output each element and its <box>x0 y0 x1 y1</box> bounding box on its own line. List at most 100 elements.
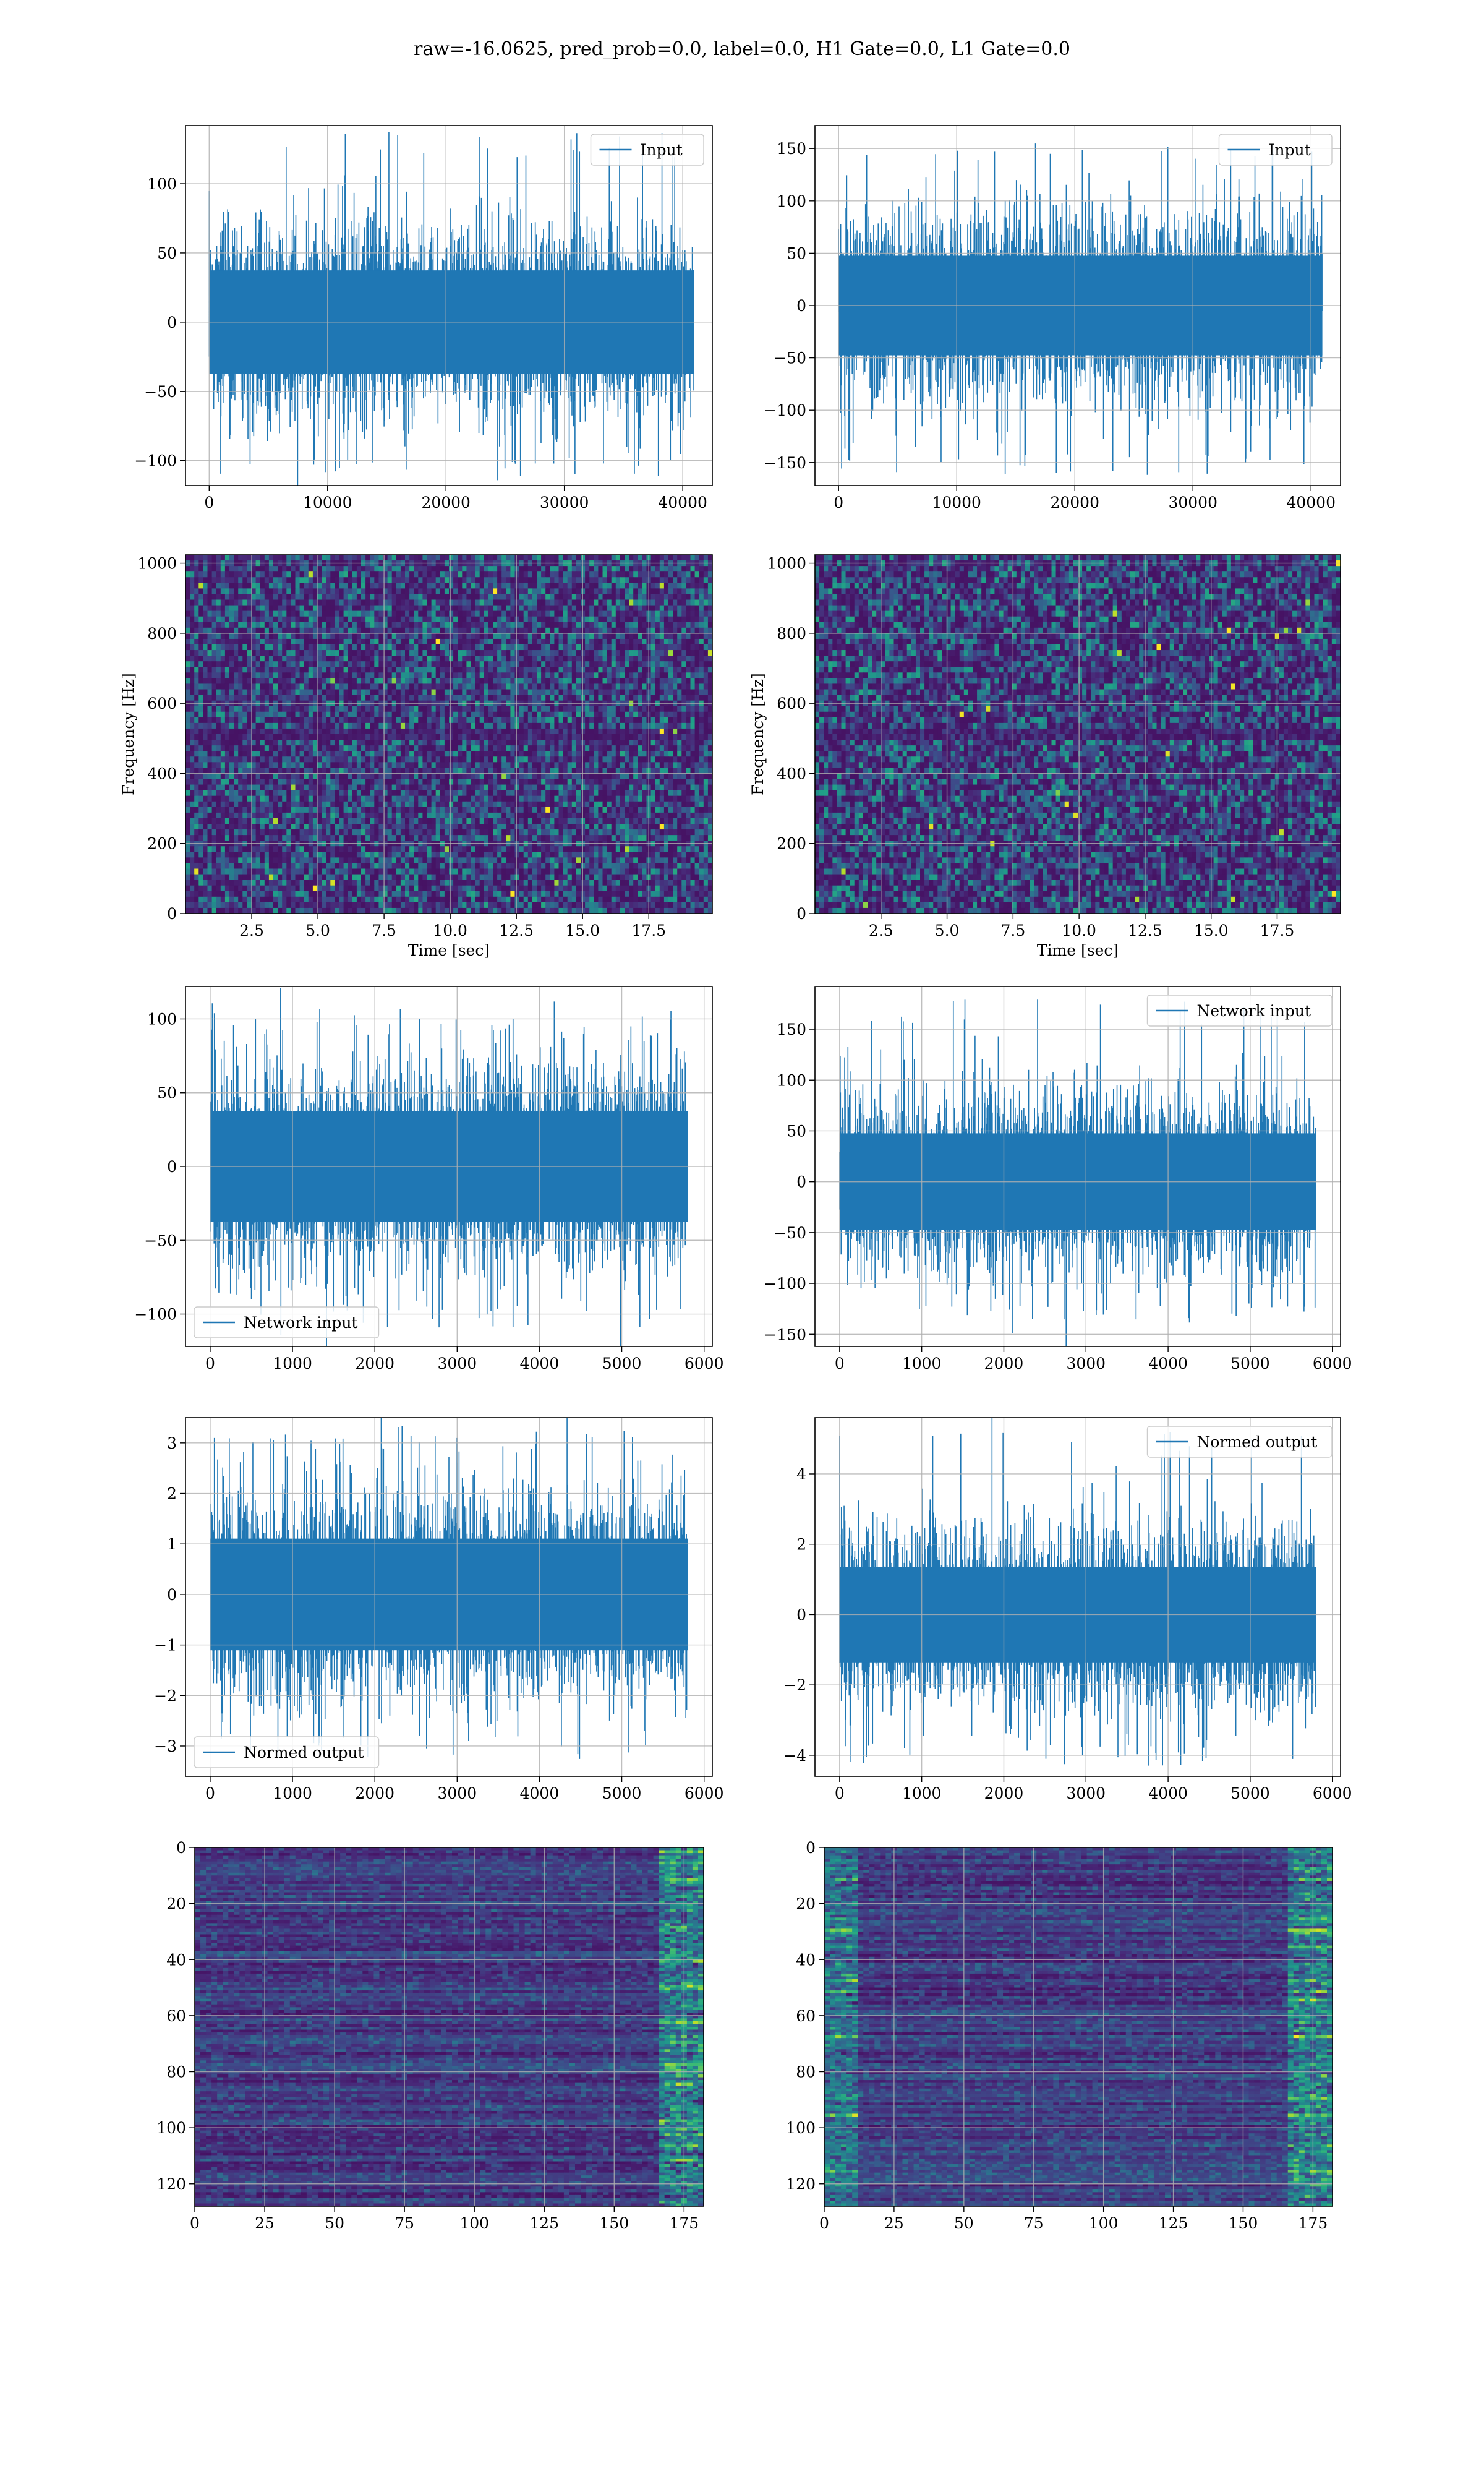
gridlines <box>815 1418 1341 1776</box>
legend: Network input <box>1146 995 1333 1027</box>
y-tick-label: 3 <box>167 1434 177 1452</box>
x-tick-label: 175 <box>669 2214 699 2232</box>
heatmap-cells <box>824 1847 1333 2206</box>
legend-box <box>1146 1426 1333 1458</box>
axes-frame <box>824 1847 1333 2207</box>
legend-label: Network input <box>244 1314 357 1332</box>
x-tick-label: 5000 <box>1230 1784 1270 1802</box>
legend: Normed output <box>1146 1426 1333 1458</box>
x-tick-label: 0 <box>204 494 214 511</box>
subplot-p7: 0 1000 2000 3000 4000 5000 6000 −4 −2 0 2 4 Normed o… <box>783 1417 1352 1802</box>
y-tick-label: 50 <box>157 1084 177 1102</box>
subplot-p1: 0 10000 20000 30000 40000 −150 −100 −50 0 50 100 15… <box>764 125 1341 511</box>
x-tick-label: 5.0 <box>305 922 330 940</box>
y-tick-label: 120 <box>156 2175 186 2193</box>
y-tick-label: 0 <box>796 1606 806 1624</box>
axes-frame <box>185 554 713 914</box>
x-tick-label: 5000 <box>1230 1355 1270 1372</box>
x-tick-label: 6000 <box>684 1355 724 1372</box>
y-ticks: −100 −50 0 50 100 <box>134 1010 186 1324</box>
y-tick-label: −4 <box>783 1747 806 1765</box>
x-tick-label: 0 <box>819 2214 829 2232</box>
x-tick-label: 6000 <box>1313 1355 1352 1372</box>
x-tick-label: 3000 <box>438 1784 477 1802</box>
heatmap-cells <box>815 555 1341 914</box>
x-tick-label: 1000 <box>273 1784 312 1802</box>
x-tick-label: 4000 <box>520 1355 560 1372</box>
x-tick-label: 3000 <box>1066 1355 1106 1372</box>
x-tick-label: 2.5 <box>239 922 264 940</box>
legend: Normed output <box>194 1736 380 1768</box>
x-ticks: 0 1000 2000 3000 4000 5000 6000 <box>205 1346 724 1372</box>
x-tick-label: 25 <box>255 2214 275 2232</box>
legend-box <box>590 134 704 166</box>
x-tick-label: 15.0 <box>565 922 600 940</box>
y-tick-label: −3 <box>154 1737 177 1755</box>
y-tick-label: 20 <box>796 1895 816 1913</box>
gridlines <box>815 126 1341 486</box>
legend-box <box>194 1306 380 1338</box>
x-tick-label: 1000 <box>902 1355 942 1372</box>
x-tick-label: 7.5 <box>372 922 396 940</box>
y-tick-label: 0 <box>806 1839 816 1857</box>
subplot-p8: 0 25 50 75 100 125 150 175 0 20 40 60 80 100 120 <box>156 1839 704 2232</box>
y-tick-label: 600 <box>777 695 806 713</box>
x-tick-label: 50 <box>325 2214 344 2232</box>
y-tick-label: 0 <box>796 297 806 315</box>
x-tick-label: 150 <box>1229 2214 1258 2232</box>
y-tick-label: −50 <box>774 1224 806 1242</box>
x-tick-label: 0 <box>205 1784 215 1802</box>
y-tick-label: 80 <box>796 2063 816 2081</box>
x-tick-label: 5000 <box>602 1784 642 1802</box>
y-tick-label: 20 <box>166 1895 186 1913</box>
axes-frame <box>814 986 1341 1347</box>
x-tick-label: 0 <box>835 1355 845 1372</box>
axes-frame <box>814 554 1341 914</box>
y-tick-label: 800 <box>147 625 177 643</box>
legend: Input <box>590 134 704 166</box>
x-tick-label: 12.5 <box>1128 922 1162 940</box>
y-tick-label: 80 <box>166 2063 186 2081</box>
y-tick-label: 50 <box>157 244 177 262</box>
x-tick-label: 10000 <box>932 494 981 511</box>
x-tick-label: 4000 <box>1148 1784 1188 1802</box>
x-ticks: 0 25 50 75 100 125 150 175 <box>819 2206 1328 2232</box>
x-tick-label: 10000 <box>303 494 352 511</box>
x-tick-label: 2000 <box>355 1784 394 1802</box>
axes-frame <box>185 125 713 486</box>
x-tick-label: 2000 <box>984 1355 1024 1372</box>
x-tick-label: 10.0 <box>1062 922 1096 940</box>
x-ticks: 0 1000 2000 3000 4000 5000 6000 <box>205 1776 724 1802</box>
y-tick-label: 60 <box>166 2007 186 2025</box>
x-tick-label: 40000 <box>1286 494 1336 511</box>
y-tick-label: −2 <box>154 1687 177 1705</box>
y-tick-label: −50 <box>144 1231 177 1249</box>
y-tick-label: 0 <box>167 314 177 332</box>
y-tick-label: −1 <box>154 1637 177 1654</box>
y-tick-label: 0 <box>167 905 177 923</box>
x-tick-label: 7.5 <box>1000 922 1025 940</box>
legend-box <box>1218 134 1333 166</box>
legend: Network input <box>194 1306 380 1338</box>
x-tick-label: 3000 <box>438 1355 477 1372</box>
y-tick-label: 0 <box>796 1173 806 1191</box>
y-tick-label: 100 <box>786 2119 816 2137</box>
x-tick-label: 2000 <box>984 1784 1024 1802</box>
x-tick-label: 12.5 <box>499 922 534 940</box>
x-axis-label: Time [sec] <box>1037 941 1119 959</box>
gridlines <box>186 126 712 486</box>
y-tick-label: 0 <box>167 1586 177 1604</box>
x-tick-label: 4000 <box>1148 1355 1188 1372</box>
y-axis-label: Frequency [Hz] <box>749 673 767 795</box>
x-tick-label: 20000 <box>1050 494 1099 511</box>
x-axis-label: Time [sec] <box>408 941 490 959</box>
x-tick-label: 0 <box>834 494 843 511</box>
y-ticks: 0 20 40 60 80 100 120 <box>786 1839 824 2193</box>
heatmap-cells <box>186 555 712 914</box>
legend-label: Network input <box>1197 1002 1311 1020</box>
y-tick-label: 400 <box>147 764 177 782</box>
x-ticks: 0 25 50 75 100 125 150 175 <box>190 2206 699 2232</box>
axes-frame <box>194 1847 704 2207</box>
x-tick-label: 30000 <box>1168 494 1217 511</box>
y-ticks: 0 200 400 600 800 1000 <box>767 555 815 923</box>
